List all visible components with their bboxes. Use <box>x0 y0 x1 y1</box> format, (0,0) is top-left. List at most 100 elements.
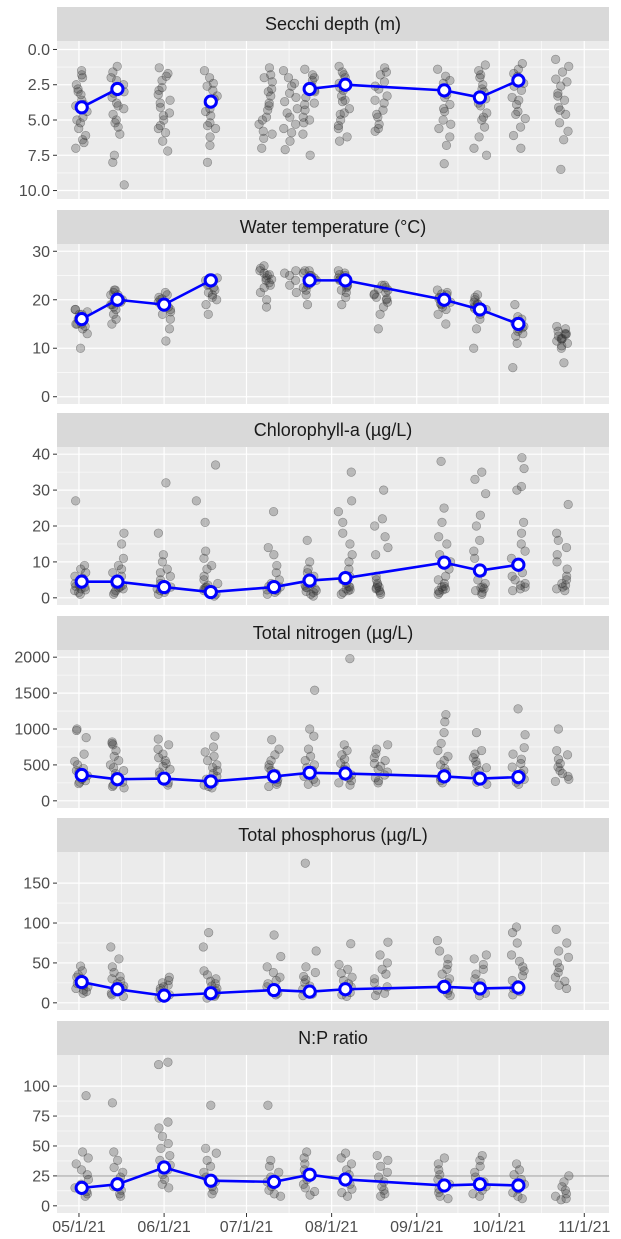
observation-point <box>119 766 129 776</box>
observation-point <box>380 755 390 766</box>
observation-point <box>440 106 450 117</box>
observation-point <box>165 314 175 324</box>
observation-point <box>199 575 209 585</box>
observation-point <box>258 126 268 136</box>
observation-point <box>346 939 356 949</box>
panel-title: Total phosphorus (µg/L) <box>238 825 427 845</box>
y-tick-label: 0 <box>41 793 50 810</box>
observation-point <box>510 300 520 310</box>
observation-point <box>285 270 295 281</box>
observation-point <box>552 550 562 560</box>
observation-point <box>212 766 222 776</box>
panel-3: Chlorophyll-a (µg/L) 0 10 20 30 40 <box>32 413 609 607</box>
observation-point <box>511 109 521 119</box>
observation-point <box>476 583 486 593</box>
observation-point <box>443 954 453 964</box>
observation-point <box>337 300 347 310</box>
observation-point <box>157 75 167 86</box>
observation-point <box>154 753 164 763</box>
observation-point <box>200 747 210 757</box>
observation-point <box>435 760 446 770</box>
y-tick-label: 30 <box>32 244 50 261</box>
mean-point <box>266 982 282 998</box>
observation-point <box>560 976 570 986</box>
mean-point <box>302 765 317 780</box>
observation-point <box>553 724 564 734</box>
observation-point <box>300 1183 310 1193</box>
observation-point <box>300 858 310 868</box>
observation-point <box>552 958 563 968</box>
observation-point <box>470 295 480 305</box>
observation-point <box>303 779 313 789</box>
observation-point <box>561 329 571 339</box>
observation-point <box>207 1189 217 1199</box>
mean-point <box>157 1160 172 1175</box>
observation-point <box>382 1167 392 1177</box>
panel-5: Total phosphorus (µg/L) 0 50 100 150 <box>23 818 609 1012</box>
mean-point <box>74 100 89 115</box>
observation-point <box>433 309 443 319</box>
observation-point <box>562 571 572 581</box>
observation-point <box>164 740 174 750</box>
observation-point <box>370 521 380 531</box>
observation-point <box>374 586 384 596</box>
observation-point <box>111 115 121 125</box>
observation-point <box>479 122 490 132</box>
observation-point <box>507 762 517 772</box>
observation-point <box>443 751 453 761</box>
observation-point <box>559 358 569 368</box>
observation-point <box>303 744 314 754</box>
observation-point <box>374 119 384 129</box>
observation-point <box>437 582 447 592</box>
observation-point <box>514 95 524 105</box>
observation-point <box>300 755 310 766</box>
observation-point <box>163 1138 173 1149</box>
observation-point <box>369 753 379 763</box>
observation-point <box>341 287 351 298</box>
y-tick-label: 2.5 <box>28 77 50 94</box>
observation-point <box>282 108 292 118</box>
observation-point <box>380 532 390 542</box>
observation-point <box>82 1170 92 1180</box>
observation-point <box>208 763 218 773</box>
y-tick-label: 20 <box>32 292 50 309</box>
mean-point <box>472 90 488 105</box>
observation-point <box>470 553 480 563</box>
mean-point <box>203 774 218 789</box>
observation-point <box>259 283 269 293</box>
mean-point <box>157 771 172 786</box>
observation-point <box>433 586 444 596</box>
observation-point <box>439 755 449 766</box>
observation-point <box>298 112 308 122</box>
observation-point <box>308 587 319 598</box>
observation-point <box>305 751 316 761</box>
observation-point <box>257 143 267 153</box>
observation-point <box>519 743 529 753</box>
observation-point <box>443 1194 453 1204</box>
mean-line <box>81 561 519 594</box>
observation-point <box>264 63 275 73</box>
observation-point <box>82 329 92 339</box>
observation-point <box>155 121 166 131</box>
observation-point <box>475 510 485 520</box>
observation-point <box>445 75 455 86</box>
observation-point <box>434 587 445 598</box>
mean-point <box>203 273 218 288</box>
observation-point <box>164 324 175 334</box>
observation-point <box>108 67 118 77</box>
observation-point <box>164 1183 174 1193</box>
observation-point <box>376 761 386 771</box>
observation-point <box>307 70 318 80</box>
mean-point <box>338 1172 353 1187</box>
observation-point <box>75 961 86 971</box>
observation-point <box>205 118 215 128</box>
observation-point <box>79 137 89 148</box>
panel-2: Water temperature (°C) 0 10 20 30 <box>32 210 609 406</box>
observation-point <box>339 108 349 118</box>
observation-point <box>267 77 277 87</box>
observation-point <box>512 938 522 948</box>
observation-point <box>371 583 382 593</box>
observation-point <box>562 564 572 574</box>
observation-point <box>77 135 88 145</box>
observation-point <box>336 589 346 599</box>
